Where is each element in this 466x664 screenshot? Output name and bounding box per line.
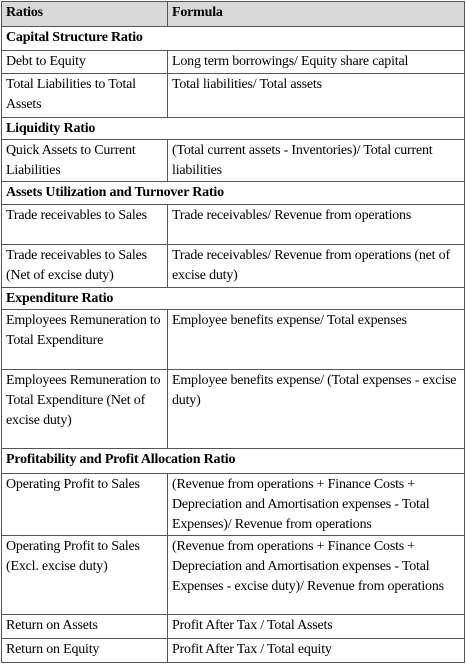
section-row: Liquidity Ratio	[1, 117, 465, 140]
ratio-cell: Trade receivables to Sales (Net of excis…	[1, 244, 168, 288]
formula-cell: Employee benefits expense/ Total expense…	[167, 309, 465, 370]
data-row: Operating Profit to Sales (Revenue from o…	[1, 473, 465, 536]
ratio-cell: Total Liabilities to Total Assets	[1, 73, 168, 118]
ratio-cell: Quick Assets to Current Liabilities	[1, 139, 168, 182]
formula-cell: Trade receivables/ Revenue from operatio…	[167, 244, 465, 288]
ratio-cell: Return on Equity	[1, 638, 168, 663]
ratio-cell: Debt to Equity	[1, 50, 168, 74]
data-row: Trade receivables to Sales (Net of excis…	[1, 244, 465, 288]
ratio-cell: Employees Remuneration to Total Expendit…	[1, 369, 168, 449]
formula-cell: (Total current assets - Inventories)/ To…	[167, 139, 465, 182]
section-title: Capital Structure Ratio	[1, 26, 465, 51]
data-row: Employees Remuneration to Total Expendit…	[1, 369, 465, 449]
data-row: Operating Profit to Sales (Excl. excise …	[1, 535, 465, 615]
data-row: Employees Remuneration to Total Expendit…	[1, 309, 465, 370]
ratio-cell: Operating Profit to Sales (Excl. excise …	[1, 535, 168, 615]
section-row: Assets Utilization and Turnover Ratio	[1, 181, 465, 205]
formula-cell: (Revenue from operations + Finance Costs…	[167, 535, 465, 615]
header-row: Ratios Formula	[1, 1, 465, 27]
data-row: Trade receivables to Sales Trade receivab…	[1, 204, 465, 245]
ratio-cell: Operating Profit to Sales	[1, 473, 168, 536]
data-row: Return on Equity Profit After Tax / Total…	[1, 638, 465, 663]
ratio-cell: Employees Remuneration to Total Expendit…	[1, 309, 168, 370]
section-title: Expenditure Ratio	[1, 287, 465, 310]
ratio-cell: Trade receivables to Sales	[1, 204, 168, 245]
formula-cell: Total liabilities/ Total assets	[167, 73, 465, 118]
data-row: Debt to Equity Long term borrowings/ Equi…	[1, 50, 465, 74]
header-cell: Ratios	[1, 1, 168, 27]
data-row: Return on Assets Profit After Tax / Total…	[1, 614, 465, 639]
section-title: Assets Utilization and Turnover Ratio	[1, 181, 465, 205]
formula-cell: Profit After Tax / Total Assets	[167, 614, 465, 639]
header-cell: Formula	[167, 1, 465, 27]
section-row: Expenditure Ratio	[1, 287, 465, 310]
section-row: Profitability and Profit Allocation Rati…	[1, 448, 465, 474]
formula-cell: (Revenue from operations + Finance Costs…	[167, 473, 465, 536]
section-title: Profitability and Profit Allocation Rati…	[1, 448, 465, 474]
formula-cell: Long term borrowings/ Equity share capit…	[167, 50, 465, 74]
formula-cell: Profit After Tax / Total equity	[167, 638, 465, 663]
section-title: Liquidity Ratio	[1, 117, 465, 140]
section-row: Capital Structure Ratio	[1, 26, 465, 51]
formula-cell: Trade receivables/ Revenue from operatio…	[167, 204, 465, 245]
ratio-cell: Return on Assets	[1, 614, 168, 639]
data-row: Quick Assets to Current Liabilities (Tota…	[1, 139, 465, 182]
data-row: Total Liabilities to Total Assets Total l…	[1, 73, 465, 118]
formula-cell: Employee benefits expense/ (Total expens…	[167, 369, 465, 449]
